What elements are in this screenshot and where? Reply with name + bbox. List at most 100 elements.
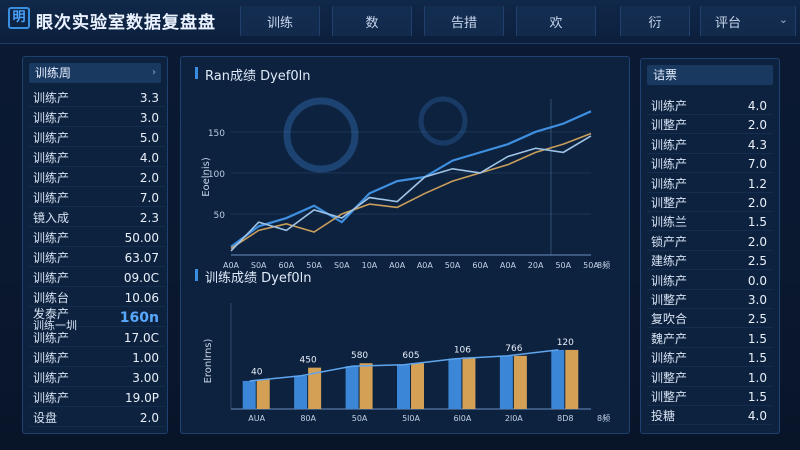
list-item[interactable]: 设盘 2.0 [29, 409, 165, 427]
trend-line [249, 349, 559, 382]
list-item-value: 10.06 [124, 291, 159, 305]
bar-chart-title: 训练成绩 Dyef0ln [205, 271, 312, 286]
list-item[interactable]: 训整产 3.0 [647, 291, 773, 309]
y-tick-label: 50 [214, 211, 226, 221]
list-item[interactable]: 训练兰 1.5 [647, 213, 773, 232]
tab-compare[interactable]: 欢 [516, 6, 596, 36]
list-item[interactable]: 训练产 1.2 [647, 175, 773, 193]
list-item[interactable]: 训练产 2.0 [29, 169, 165, 187]
list-item-label: 训练产 [33, 91, 70, 105]
data-label: 120 [557, 338, 574, 348]
right-list-header[interactable]: 诘票 [647, 65, 773, 85]
background-ring [283, 97, 359, 173]
list-item[interactable]: 训练产 0.0 [647, 272, 773, 290]
x-tick-label: 6l0A [453, 414, 471, 423]
list-item[interactable]: 训练台 10.06 [29, 289, 165, 307]
list-item[interactable]: 投糖 4.0 [647, 407, 773, 426]
app-logo-icon: 明 [8, 7, 30, 29]
tab-analysis[interactable]: 衍 [620, 6, 690, 36]
list-item-value: 2.5 [747, 254, 767, 269]
list-item[interactable]: 训整产 2.0 [647, 194, 773, 212]
list-item[interactable]: 训练产 5.0 [29, 129, 165, 147]
tab-report[interactable]: 告措 [424, 6, 504, 36]
list-item[interactable]: 建练产 2.5 [647, 252, 773, 271]
top-bar: 明 眼次实验室数据复盘盘 训练 数 告措 欢 衍 评台 ⌄ [0, 0, 800, 44]
tab-training[interactable]: 训练 [240, 6, 320, 36]
list-item[interactable]: 训整产 1.5 [647, 388, 773, 406]
list-item-label: 训练产 [33, 191, 70, 205]
list-item-value: 4.3 [747, 137, 767, 152]
x-tick-label: 50A [555, 261, 571, 270]
x-tick-label: 10A [362, 261, 378, 270]
list-item-value: 7.0 [139, 191, 159, 205]
tab-data[interactable]: 数 [332, 6, 412, 36]
list-item[interactable]: 训练产 4.0 [29, 149, 165, 167]
list-item-label: 训练台 [33, 291, 70, 305]
list-item-label: 镜入成 [33, 211, 70, 225]
list-item[interactable]: 训整产 1.0 [647, 369, 773, 387]
list-item[interactable]: 训练产 09.0C [29, 269, 165, 287]
list-item[interactable]: 训练产 3.0 [29, 109, 165, 127]
list-item[interactable]: 魏产产 1.5 [647, 330, 773, 348]
list-item[interactable]: 锁产产 2.0 [647, 233, 773, 251]
x-tick-label: 50A [352, 414, 368, 423]
list-item[interactable]: 训练产 1.00 [29, 349, 165, 367]
list-item-label: 训练产 [33, 131, 70, 145]
list-item[interactable]: 训练产 19.0P [29, 389, 165, 407]
list-item-label: 训整产 [651, 196, 688, 210]
chart-title-marker [195, 67, 198, 79]
x-tick-label: A0A [223, 261, 240, 270]
data-label: 766 [505, 344, 522, 354]
list-item-value: 2.5 [747, 312, 767, 327]
list-item[interactable]: 发泰产 训练一圳 160n [29, 307, 165, 332]
data-label: 40 [251, 367, 263, 377]
list-item-value: 160n [119, 310, 159, 326]
list-item-label: 训练产 [33, 351, 70, 365]
list-item[interactable]: 训练产 4.3 [647, 136, 773, 154]
list-item-value: 7.0 [747, 157, 767, 172]
list-item[interactable]: 训练产 3.3 [29, 89, 165, 107]
list-item[interactable]: 训整产 2.0 [647, 116, 773, 135]
list-item-value: 19.0P [125, 391, 159, 405]
list-item[interactable]: 训练产 3.00 [29, 369, 165, 387]
app-title: 眼次实验室数据复盘盘 [36, 13, 216, 33]
left-list-header[interactable]: 训练周 › [29, 63, 161, 83]
bar [462, 357, 476, 409]
list-item-value: 1.5 [747, 351, 767, 366]
list-item-sublabel: 训练一圳 [33, 319, 77, 332]
list-item[interactable]: 训练产 7.0 [29, 189, 165, 207]
list-item[interactable]: 训练产 50.00 [29, 229, 165, 247]
list-item[interactable]: 训练产 4.0 [647, 97, 773, 115]
list-item-value: 50.00 [124, 231, 159, 245]
list-item[interactable]: 训练产 63.07 [29, 249, 165, 267]
list-item-label: 训练产 [651, 157, 688, 172]
chevron-down-icon[interactable]: ⌄ [778, 13, 788, 26]
y-tick-label: 100 [208, 170, 225, 180]
list-item-label: 魏产产 [651, 331, 688, 346]
y-axis-label: Eoelnis) [201, 157, 212, 197]
bar [513, 355, 527, 409]
list-item-value: 63.07 [124, 251, 159, 265]
list-item[interactable]: 训练产 1.5 [647, 349, 773, 368]
x-tick-label: 50A [445, 261, 461, 270]
list-item-label: 训练产 [651, 99, 688, 113]
x-tick-label: S0A [251, 261, 267, 270]
data-label: 450 [300, 356, 317, 366]
list-item-label: 训练产 [651, 351, 688, 366]
list-item-value: 1.5 [747, 331, 767, 346]
list-item-value: 4.0 [139, 151, 159, 165]
line-chart: 150 100 50 A0A S0A 60A 50A S0A 10A A0A A0A 50A 60A A0… [201, 96, 610, 270]
list-item-value: 4.0 [747, 409, 767, 424]
list-item-label: 训练产 [651, 137, 688, 152]
list-item[interactable]: 训练产 17.0C [29, 329, 165, 347]
list-item-value: 2.0 [747, 234, 767, 249]
list-item[interactable]: 训练产 7.0 [647, 155, 773, 174]
x-tick-label: 20A [528, 261, 544, 270]
tab-review[interactable]: 评台 [700, 6, 796, 36]
x-tick-label: 2l0A [505, 414, 523, 423]
list-item-value: 1.5 [747, 215, 767, 230]
list-item[interactable]: 镜入成 2.3 [29, 209, 165, 227]
list-item[interactable]: 复吹合 2.5 [647, 310, 773, 329]
left-list-title: 训练周 [35, 66, 72, 80]
list-item-value: 2.3 [139, 211, 159, 225]
